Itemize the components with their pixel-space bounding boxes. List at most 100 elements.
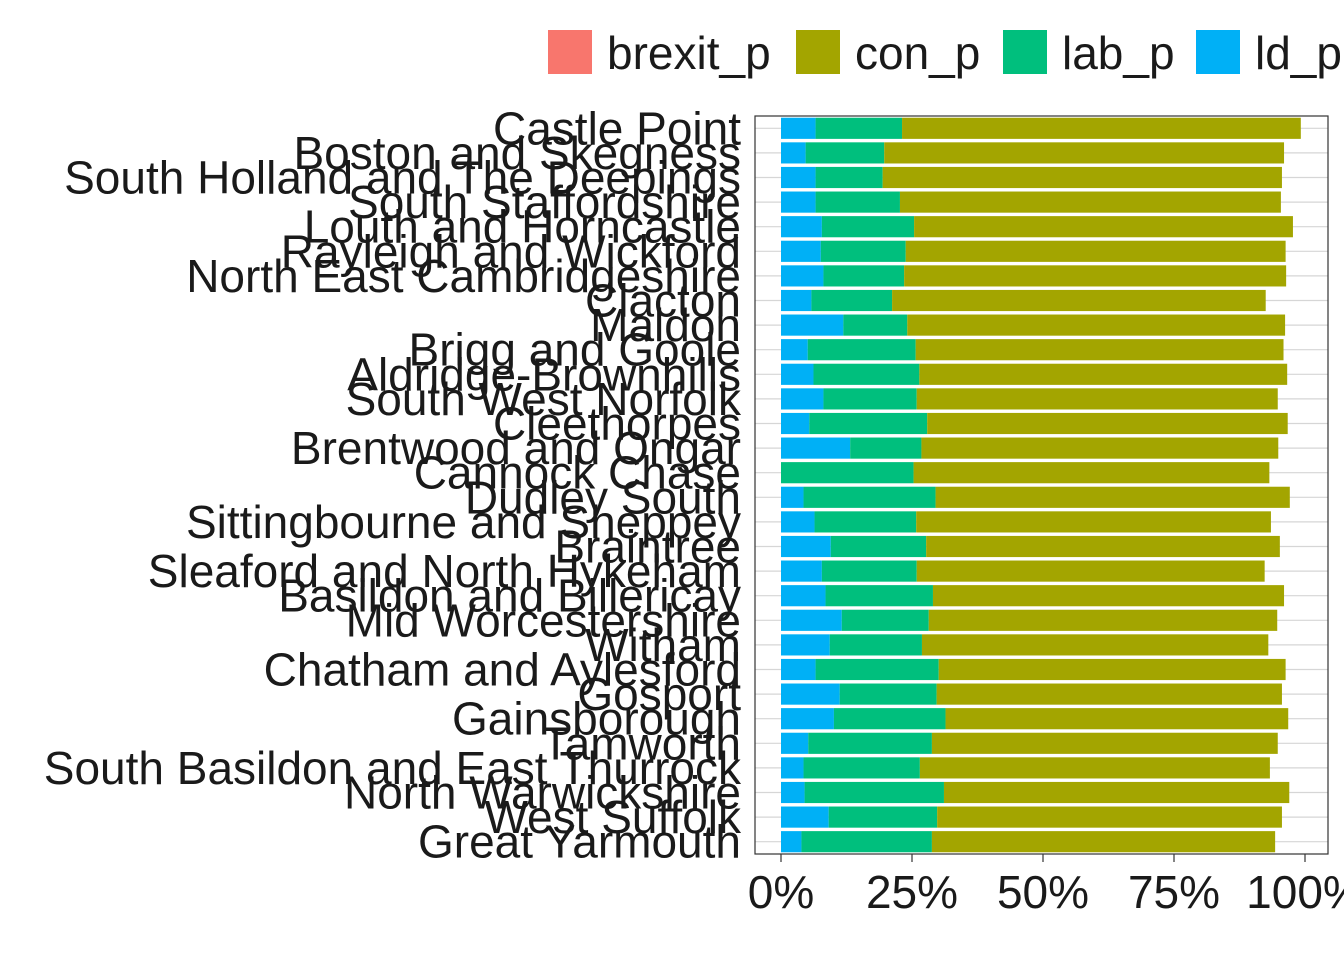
category-label-maldon: Maldon <box>590 299 741 351</box>
legend-label-con-p: con_p <box>855 27 980 79</box>
legend-key-con-p <box>796 30 840 74</box>
bar-dudley-south-lab-p <box>803 486 936 508</box>
category-label-aldridge-brownhills: Aldridge-Brownhills <box>347 348 741 400</box>
category-label-south-staffordshire: South Staffordshire <box>348 176 741 228</box>
bar-gainsborough-ld-p <box>781 708 834 730</box>
bar-rayleigh-and-wickford-con-p <box>905 240 1286 262</box>
panel-border <box>754 115 1329 855</box>
category-label-boston-and-skegness: Boston and Skegness <box>293 127 741 179</box>
bar-aldridge-brownhills-lab-p <box>813 363 920 385</box>
bar-basildon-and-billericay-lab-p <box>825 585 933 607</box>
bar-maldon-ld-p <box>781 314 844 336</box>
bar-brentwood-and-ongar-lab-p <box>850 437 922 459</box>
bar-basildon-and-billericay-con-p <box>932 585 1285 607</box>
bar-gainsborough-con-p <box>945 708 1289 730</box>
bar-brentwood-and-ongar-con-p <box>921 437 1279 459</box>
bar-north-warwickshire-ld-p <box>781 781 805 804</box>
legend-item-con-p: con_p <box>796 27 980 79</box>
bar-south-west-norfolk-con-p <box>916 388 1278 410</box>
legend-key-brexit-p <box>548 30 592 74</box>
bar-brentwood-and-ongar-ld-p <box>781 437 851 459</box>
bar-louth-and-horncastle-con-p <box>914 216 1293 238</box>
category-label-chatham-and-aylesford: Chatham and Aylesford <box>264 644 741 696</box>
category-label-west-suffolk: West Suffolk <box>484 791 742 843</box>
bar-witham-con-p <box>921 634 1269 656</box>
bar-south-holland-and-the-deepings-lab-p <box>815 166 883 189</box>
bar-dudley-south-ld-p <box>781 486 804 508</box>
category-label-dudley-south: Dudley South <box>465 471 741 523</box>
bar-north-warwickshire-con-p <box>943 781 1290 804</box>
bar-braintree-lab-p <box>830 535 927 558</box>
bar-braintree-ld-p <box>781 535 831 558</box>
bar-north-east-cambridgeshire-lab-p <box>823 265 905 287</box>
bar-west-suffolk-lab-p <box>828 806 938 828</box>
category-label-brentwood-and-ongar: Brentwood and Ongar <box>291 422 741 474</box>
bar-witham-lab-p <box>829 634 922 656</box>
bar-south-west-norfolk-lab-p <box>823 388 917 410</box>
bar-great-yarmouth-lab-p <box>801 831 932 853</box>
bar-tamworth-con-p <box>931 732 1278 754</box>
x-tick-label: 25% <box>866 866 958 918</box>
bar-sleaford-and-north-hykeham-lab-p <box>821 560 917 582</box>
bar-north-east-cambridgeshire-con-p <box>904 265 1287 287</box>
x-tick-label: 75% <box>1128 866 1220 918</box>
legend-label-brexit-p: brexit_p <box>607 27 771 79</box>
bar-boston-and-skegness-con-p <box>884 142 1285 164</box>
category-label-south-basildon-and-east-thurrock: South Basildon and East Thurrock <box>44 742 742 794</box>
bar-maldon-lab-p <box>843 314 908 336</box>
x-axis: 0% 25% 50% 75% 100% <box>748 854 1344 918</box>
bar-clacton-lab-p <box>811 289 893 312</box>
bar-aldridge-brownhills-con-p <box>919 363 1288 385</box>
bar-witham-ld-p <box>781 634 830 656</box>
bar-cleethorpes-lab-p <box>809 412 928 435</box>
bar-sleaford-and-north-hykeham-ld-p <box>781 560 822 582</box>
x-tick-label: 100% <box>1246 866 1344 918</box>
category-label-sittingbourne-and-sheppey: Sittingbourne and Sheppey <box>186 496 741 548</box>
category-label-south-holland-and-the-deepings: South Holland and The Deepings <box>64 152 741 204</box>
bar-cleethorpes-ld-p <box>781 412 810 435</box>
bar-cannock-chase-lab-p <box>781 462 914 484</box>
legend: brexit_p con_p lab_p ld_p <box>548 27 1342 79</box>
bar-brigg-and-goole-ld-p <box>781 339 808 361</box>
bar-chatham-and-aylesford-ld-p <box>781 658 816 681</box>
category-label-gainsborough: Gainsborough <box>452 693 741 745</box>
bar-clacton-ld-p <box>781 289 812 312</box>
bar-mid-worcestershire-con-p <box>928 609 1278 631</box>
category-label-cannock-chase: Cannock Chase <box>414 447 741 499</box>
category-label-louth-and-horncastle: Louth and Horncastle <box>304 201 741 253</box>
legend-item-lab-p: lab_p <box>1003 27 1175 79</box>
bar-mid-worcestershire-ld-p <box>781 609 842 631</box>
bar-castle-point-lab-p <box>815 117 903 139</box>
category-label-great-yarmouth: Great Yarmouth <box>418 816 741 868</box>
bar-gosport-ld-p <box>781 683 840 705</box>
bar-sleaford-and-north-hykeham-con-p <box>916 560 1265 582</box>
bar-chatham-and-aylesford-con-p <box>938 658 1286 681</box>
bar-brigg-and-goole-con-p <box>915 339 1284 361</box>
bar-sittingbourne-and-sheppey-con-p <box>916 511 1271 533</box>
bar-clacton-con-p <box>892 289 1266 312</box>
bar-tamworth-ld-p <box>781 732 809 754</box>
bar-south-basildon-and-east-thurrock-con-p <box>919 757 1270 779</box>
legend-item-brexit-p: brexit_p <box>548 27 771 79</box>
bar-gosport-lab-p <box>839 683 937 705</box>
bar-boston-and-skegness-ld-p <box>781 142 806 164</box>
legend-key-ld-p <box>1196 30 1240 74</box>
category-label-gosport: Gosport <box>577 668 741 720</box>
bar-west-suffolk-con-p <box>937 806 1282 828</box>
category-label-castle-point: Castle Point <box>493 102 741 154</box>
bar-chatham-and-aylesford-lab-p <box>815 658 939 681</box>
bar-south-holland-and-the-deepings-ld-p <box>781 166 816 189</box>
category-label-rayleigh-and-wickford: Rayleigh and Wickford <box>281 225 741 277</box>
bar-maldon-con-p <box>907 314 1286 336</box>
bar-gosport-con-p <box>936 683 1282 705</box>
bar-south-staffordshire-con-p <box>899 191 1281 213</box>
legend-item-ld-p: ld_p <box>1196 27 1342 79</box>
bar-rayleigh-and-wickford-lab-p <box>820 240 906 262</box>
bar-south-west-norfolk-ld-p <box>781 388 824 410</box>
bar-brigg-and-goole-lab-p <box>807 339 916 361</box>
bar-gainsborough-lab-p <box>833 708 946 730</box>
legend-label-ld-p: ld_p <box>1255 27 1342 79</box>
bar-dudley-south-con-p <box>935 486 1290 508</box>
